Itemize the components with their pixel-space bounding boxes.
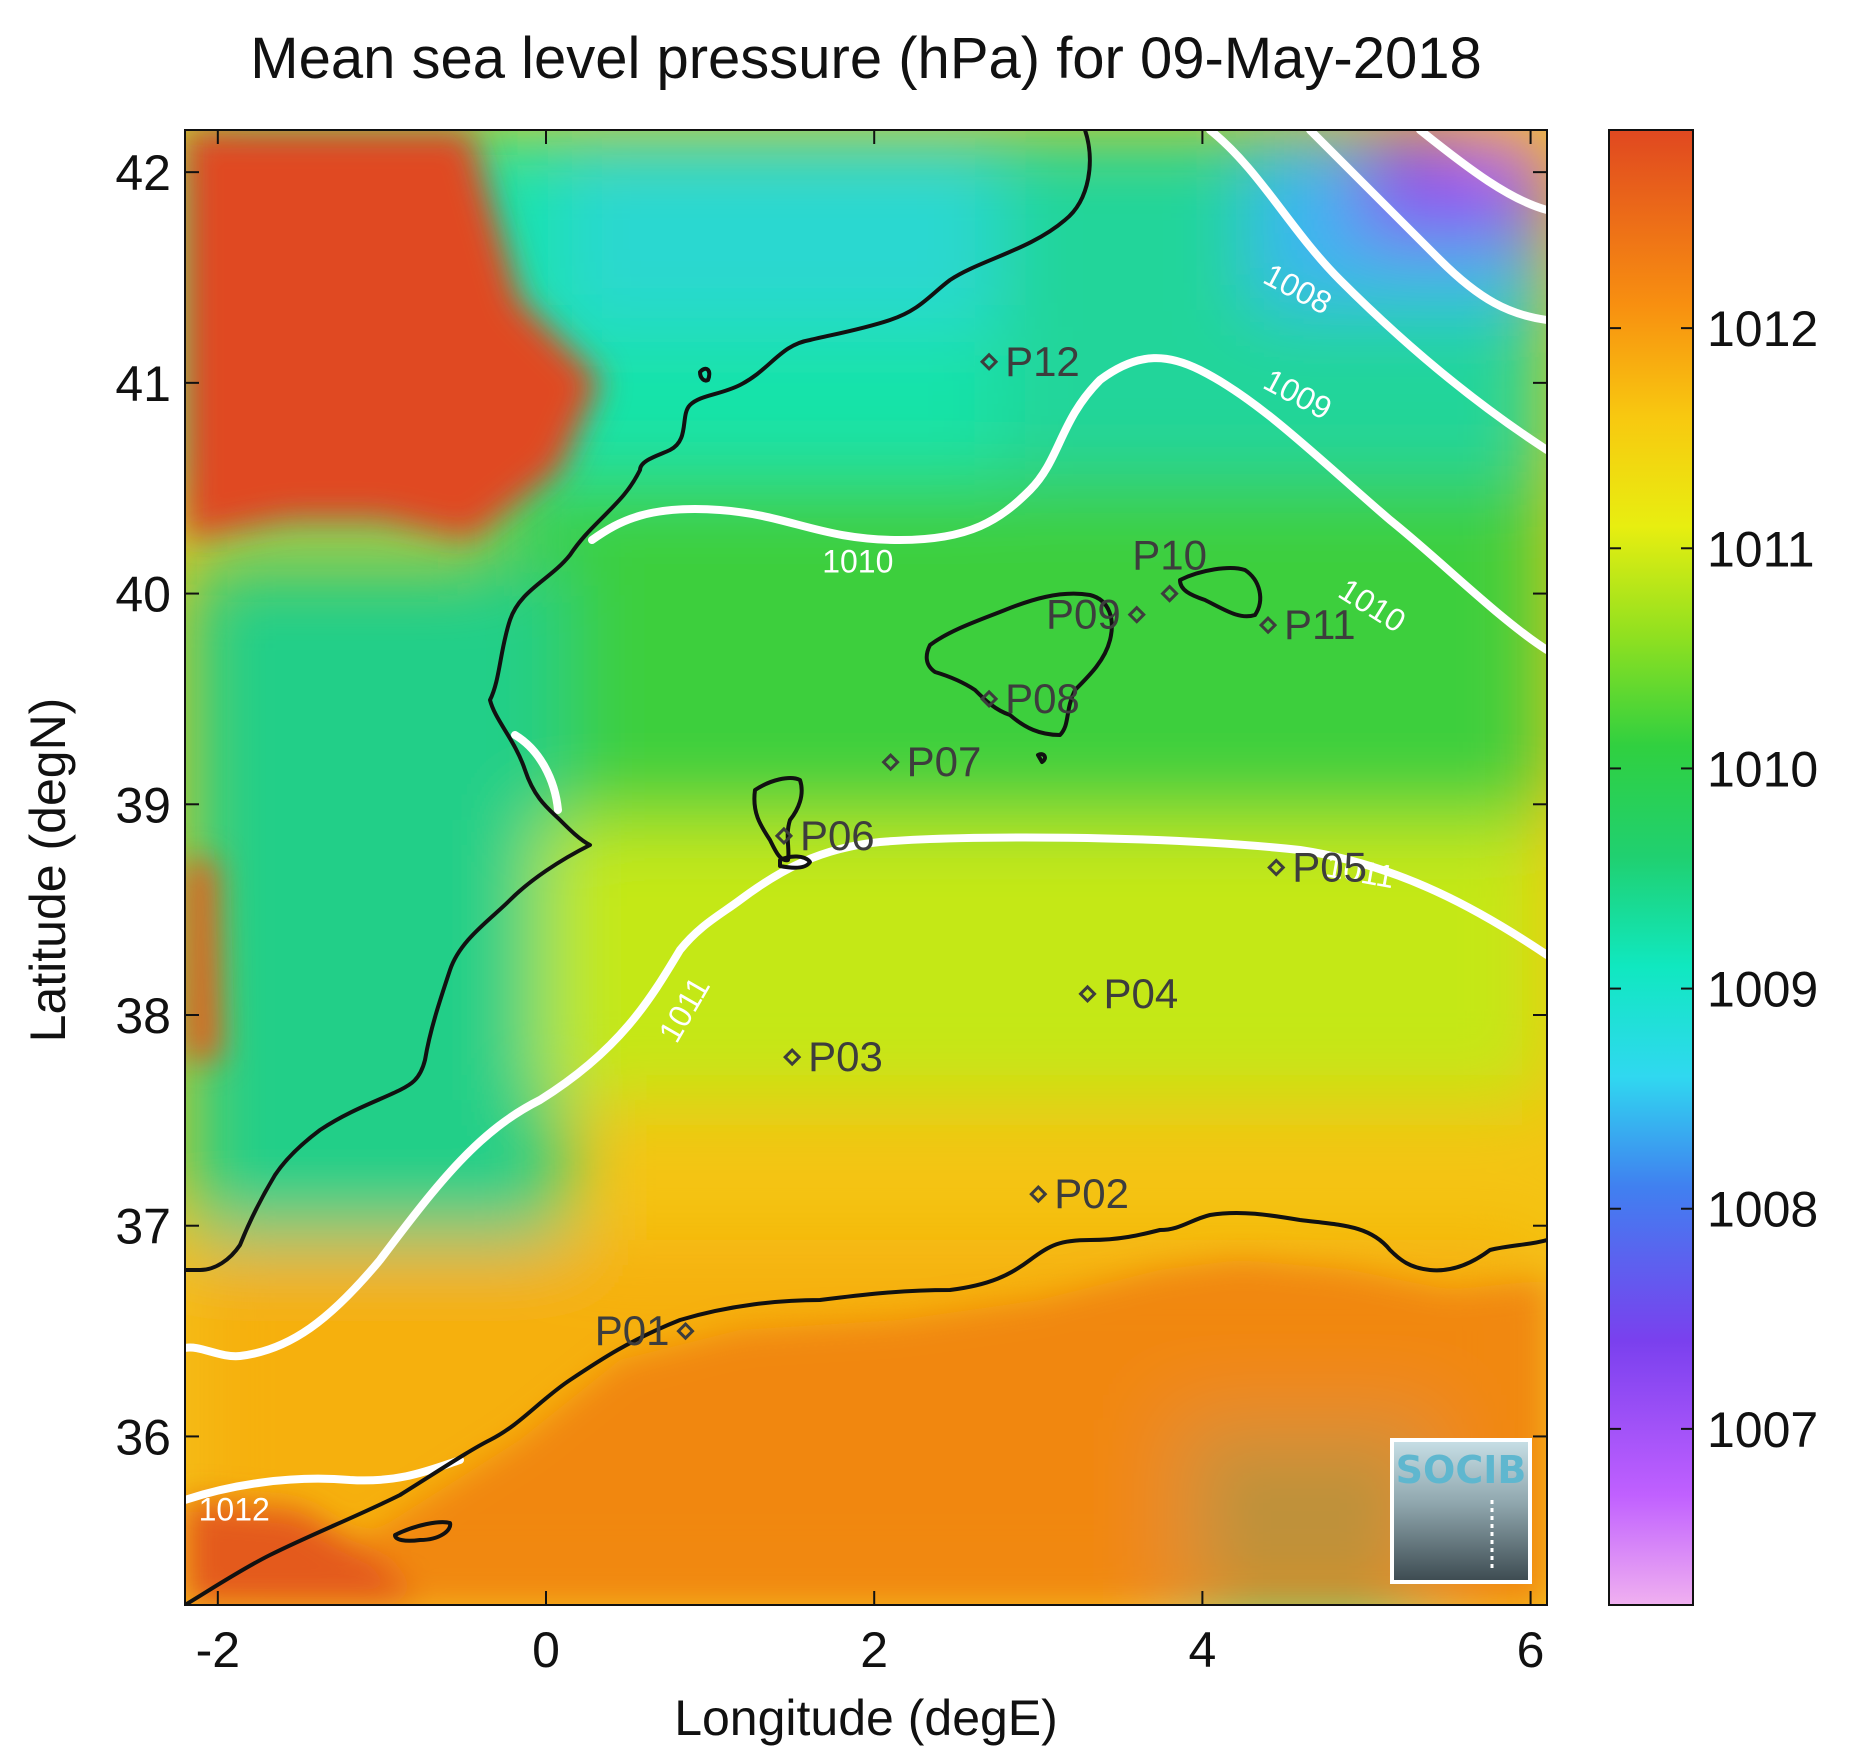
station-marker <box>881 753 900 772</box>
station-marker <box>783 1048 802 1067</box>
station-p07[interactable]: P07 <box>881 738 982 785</box>
station-p08[interactable]: P08 <box>979 675 1080 722</box>
station-label: P10 <box>1132 532 1207 579</box>
station-label: P12 <box>1005 338 1080 385</box>
menorca-coast <box>1178 566 1263 619</box>
y-tick-label: 36 <box>115 1409 171 1465</box>
iberian-coastline <box>185 130 1092 1272</box>
station-p01[interactable]: P01 <box>595 1307 695 1354</box>
y-tick-label: 38 <box>115 988 171 1044</box>
isobar-1010-coast <box>511 731 562 814</box>
alboran-island-coast <box>393 1520 453 1543</box>
iberia-high-pressure <box>185 130 600 1060</box>
station-label: P03 <box>808 1033 883 1080</box>
colorbar-tick-label: 1012 <box>1707 301 1818 357</box>
station-label: P09 <box>1046 591 1121 638</box>
station-p09[interactable]: P09 <box>1046 591 1146 638</box>
y-tick-label: 42 <box>115 145 171 201</box>
y-tick-label: 40 <box>115 567 171 623</box>
isobar-1011 <box>185 833 1547 1361</box>
station-marker <box>1258 616 1278 635</box>
station-p02[interactable]: P02 <box>1029 1170 1129 1217</box>
socib-logo-text: SOCIB <box>1396 1448 1527 1492</box>
ebro-delta-coast <box>698 366 712 383</box>
isobar-label: 1010 <box>822 544 893 580</box>
x-axis-label: Longitude (degE) <box>674 1690 1058 1746</box>
station-marker <box>774 826 794 846</box>
station-label: P05 <box>1292 844 1367 891</box>
x-tick-label: 4 <box>1188 1622 1216 1678</box>
station-p10[interactable]: P10 <box>1132 532 1207 603</box>
formentera-coast <box>778 854 812 870</box>
station-marker <box>1029 1184 1048 1204</box>
station-label: P02 <box>1054 1170 1129 1217</box>
colorbar-tick-label: 1010 <box>1707 741 1818 797</box>
station-label: P01 <box>595 1307 670 1354</box>
cabrera-coast <box>1036 752 1047 764</box>
colorbar-tick-label: 1011 <box>1707 521 1815 577</box>
station-p05[interactable]: P05 <box>1267 844 1367 891</box>
colorbar-tick-label: 1007 <box>1707 1402 1818 1458</box>
y-tick-label: 37 <box>115 1199 171 1255</box>
station-marker <box>1078 984 1097 1004</box>
station-label: P08 <box>1005 675 1080 722</box>
coastlines <box>185 130 1547 1605</box>
y-axis-label: Latitude (degN) <box>20 698 76 1043</box>
colorbar-gradient <box>1608 129 1694 1606</box>
y-tick-label: 41 <box>115 356 171 412</box>
station-marker <box>676 1321 695 1341</box>
station-p04[interactable]: P04 <box>1078 970 1179 1017</box>
x-axis: -2 0 2 4 6 <box>196 130 1545 1678</box>
x-tick-label: 2 <box>860 1622 888 1678</box>
isobar-1010-west <box>588 354 1547 654</box>
colorbar-tick-label: 1008 <box>1707 1182 1818 1238</box>
station-p06[interactable]: P06 <box>774 812 875 859</box>
africa-high-pressure <box>185 1260 1547 1605</box>
station-p11[interactable]: P11 <box>1258 601 1356 648</box>
station-marker <box>979 352 999 371</box>
isobar-1009 <box>1206 130 1547 454</box>
isobar-1008-north <box>1416 130 1547 214</box>
isobar-1008 <box>1306 130 1547 324</box>
mallorca-coast <box>924 591 1114 737</box>
map-title: Mean sea level pressure (hPa) for 09-May… <box>250 26 1481 91</box>
isobar-label: 1012 <box>199 1492 270 1528</box>
station-label: P04 <box>1104 970 1179 1017</box>
x-tick-label: -2 <box>196 1622 240 1678</box>
station-label: P11 <box>1284 601 1356 648</box>
station-marker <box>979 689 999 709</box>
x-tick-label: 6 <box>1517 1622 1545 1678</box>
y-axis: 36 37 38 39 40 41 42 <box>115 145 1547 1465</box>
colorbar: 1007 1008 1009 1010 1011 1012 <box>1608 129 1818 1606</box>
colorbar-ticks: 1007 1008 1009 1010 1011 1012 <box>1609 301 1818 1458</box>
y-tick-label: 39 <box>115 777 171 833</box>
african-coastline <box>185 1210 1547 1605</box>
socib-logo: SOCIB <box>1390 1438 1532 1584</box>
station-label: P06 <box>800 812 875 859</box>
isobar-1012 <box>185 1456 464 1504</box>
ibiza-coast <box>752 776 804 863</box>
station-marker <box>1160 584 1179 603</box>
station-label: P07 <box>907 738 982 785</box>
station-p12[interactable]: P12 <box>979 338 1080 385</box>
isobars <box>185 130 1547 1504</box>
colorbar-tick-label: 1009 <box>1707 962 1818 1018</box>
station-p03[interactable]: P03 <box>783 1033 883 1080</box>
plot-frame <box>184 129 1548 1606</box>
x-tick-label: 0 <box>532 1622 560 1678</box>
station-marker <box>1127 605 1146 624</box>
station-marker <box>1267 858 1286 877</box>
